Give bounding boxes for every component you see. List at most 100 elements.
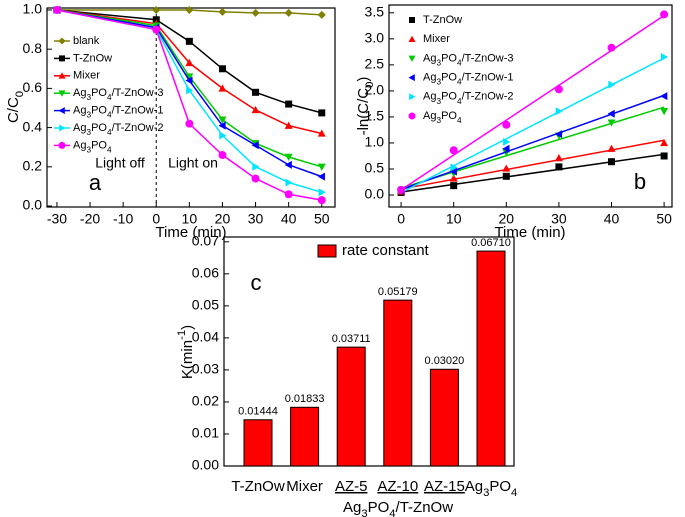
y-axis-title: -ln(C/C0) (355, 77, 376, 136)
group-label: Ag3PO4/T-ZnOw (343, 499, 453, 517)
x-axis-title: Time (min) (155, 224, 226, 241)
x-tick-label: T-ZnOw (231, 478, 285, 495)
fit-line (400, 14, 665, 191)
marker (152, 5, 161, 14)
legend-label: blank (73, 35, 100, 47)
annotation: Light off (95, 155, 145, 171)
marker (218, 151, 227, 160)
marker (450, 163, 458, 172)
marker (218, 116, 227, 124)
marker (284, 160, 292, 169)
x-tick-label: Ag3PO4 (465, 478, 518, 499)
y-tick-label: 0.00 (192, 457, 219, 473)
x-tick-label: -30 (47, 211, 67, 227)
plot-frame (388, 4, 673, 208)
x-tick-label: 40 (281, 211, 297, 227)
y-tick-label: 0.01 (192, 425, 219, 441)
marker (502, 164, 511, 172)
marker (503, 137, 511, 146)
legend-marker (58, 37, 66, 45)
fit-line (400, 139, 665, 190)
legend-marker (409, 93, 416, 101)
y-tick-label: 1.0 (365, 134, 385, 150)
marker (554, 130, 563, 139)
legend-label: T-ZnOw (423, 14, 462, 26)
y-tick-label: 0.07 (192, 233, 219, 249)
marker (284, 8, 293, 17)
value-label: 0.03711 (332, 333, 371, 345)
legend-label: Ag3PO4 (73, 139, 112, 154)
marker (251, 174, 260, 183)
marker (502, 120, 511, 129)
marker (449, 167, 457, 176)
marker (251, 8, 260, 17)
marker (219, 131, 227, 140)
marker (317, 196, 326, 205)
marker (450, 182, 458, 190)
y-tick-label: 0.06 (192, 265, 219, 281)
value-label: 0.01444 (238, 406, 278, 418)
x-tick-label: 30 (551, 211, 567, 227)
marker (252, 162, 260, 171)
marker (285, 100, 293, 108)
marker (502, 172, 510, 180)
marker (251, 141, 259, 150)
y-tick-label: 0.0 (365, 186, 385, 202)
fit-line (400, 94, 665, 191)
bar (383, 299, 413, 467)
marker (555, 107, 563, 116)
legend-label: Ag3PO4/T-ZnOw-2 (73, 122, 164, 137)
marker (660, 152, 668, 160)
x-tick-label: 40 (604, 211, 620, 227)
marker (318, 188, 326, 197)
legend-marker (59, 124, 66, 132)
legend-marker (409, 17, 415, 23)
marker (502, 144, 510, 153)
bar (290, 406, 320, 467)
legend-marker (58, 90, 66, 97)
legend-swatch (317, 244, 337, 258)
y-tick-label: 0.5 (365, 160, 385, 176)
bar (243, 419, 273, 467)
legend-marker (58, 141, 66, 149)
y-tick-label: 0.05 (192, 297, 219, 313)
marker (284, 121, 293, 129)
bar (429, 368, 459, 467)
marker (607, 43, 616, 52)
legend-label: Mixer (73, 70, 100, 82)
marker (218, 84, 227, 92)
marker (660, 53, 669, 62)
legend-marker (58, 72, 66, 79)
marker (251, 105, 260, 114)
marker (218, 121, 226, 130)
marker (52, 5, 61, 14)
marker (660, 108, 669, 116)
panel-label: b (634, 169, 646, 194)
y-tick-label: 2.0 (365, 82, 385, 98)
y-tick-label: 2.5 (365, 56, 385, 72)
bar (476, 250, 506, 467)
y-tick-label: 3.0 (365, 30, 385, 46)
value-label: 0.06710 (471, 237, 511, 249)
x-tick-label: 30 (248, 211, 264, 227)
marker (284, 153, 293, 162)
y-tick-label: 0.6 (23, 79, 43, 95)
marker (554, 85, 563, 94)
x-tick-label: -20 (80, 211, 100, 227)
marker (449, 174, 458, 182)
y-tick-label: 0.03 (192, 361, 219, 377)
marker (555, 163, 563, 171)
marker (660, 10, 669, 19)
marker (608, 80, 616, 89)
legend-label: Ag3PO4/T-ZnOw-1 (423, 72, 514, 87)
marker (218, 65, 226, 73)
y-tick-label: 0.2 (23, 158, 43, 174)
x-tick-label: 10 (182, 211, 198, 227)
marker (318, 109, 326, 117)
legend-marker (58, 107, 65, 115)
panel-label: c (251, 270, 262, 295)
marker (449, 146, 458, 155)
value-label: 0.03020 (425, 355, 465, 367)
legend-label: Ag3PO4/T-ZnOw-3 (73, 87, 164, 102)
